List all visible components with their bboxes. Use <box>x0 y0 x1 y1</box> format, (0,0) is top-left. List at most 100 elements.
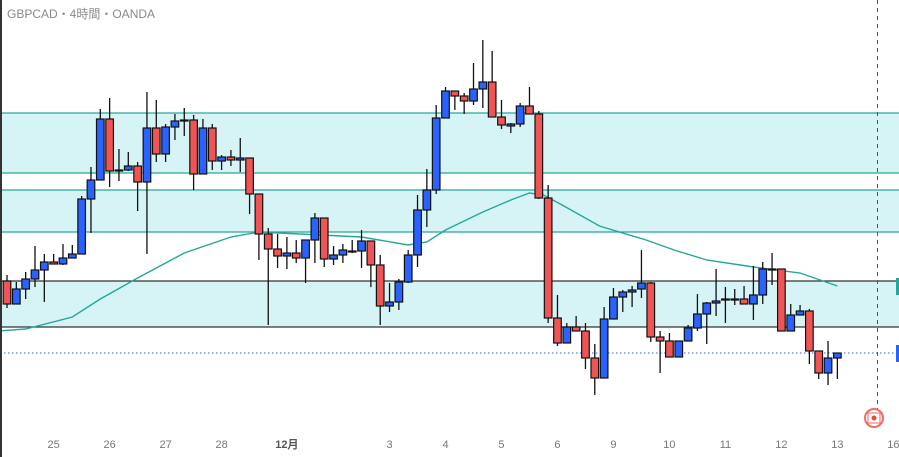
candle-body <box>795 310 805 316</box>
candle <box>30 246 40 287</box>
candle-body <box>525 105 534 115</box>
candle-body <box>786 314 796 332</box>
candle-body <box>394 281 404 303</box>
candle <box>394 279 404 310</box>
candle-body <box>67 253 77 259</box>
candle <box>506 123 516 133</box>
candle-body <box>403 254 413 283</box>
candle-body <box>273 248 282 257</box>
candle <box>748 266 758 320</box>
candle-body <box>553 317 562 344</box>
candle <box>702 302 712 344</box>
candle <box>525 87 534 115</box>
candle-body <box>21 278 31 290</box>
candle-body <box>207 127 217 162</box>
x-tick-label: 26 <box>104 439 116 451</box>
candle-body <box>301 239 310 259</box>
candle-body <box>627 289 637 293</box>
x-axis: 25 26 27 28 12月 3 4 5 6 9 10 11 12 13 16 <box>48 438 899 451</box>
zones-layer <box>0 0 899 410</box>
candle <box>86 167 96 233</box>
candle <box>245 157 254 214</box>
candle-body <box>674 340 684 358</box>
candle <box>235 138 245 172</box>
candle-body <box>487 81 497 118</box>
current-price-marker <box>896 345 899 362</box>
candle-body <box>2 280 12 305</box>
candle <box>637 250 646 298</box>
candle <box>571 316 581 332</box>
zone-fill <box>0 113 899 173</box>
moving-average-line <box>0 192 838 332</box>
candle <box>347 240 357 253</box>
candle-body <box>366 240 376 266</box>
candle-body <box>375 264 385 307</box>
candle <box>590 344 600 395</box>
candle <box>786 304 796 332</box>
candle-body <box>534 113 544 199</box>
candle-body <box>413 209 422 256</box>
candle-body <box>170 120 180 128</box>
candle <box>77 196 87 255</box>
candle <box>319 217 329 267</box>
candle-body <box>730 298 740 301</box>
candle <box>67 245 77 259</box>
candle-body <box>814 350 824 374</box>
x-tick-label: 16 <box>887 439 899 451</box>
x-tick-label: 12 <box>775 439 787 451</box>
candle <box>161 124 171 162</box>
candle-body <box>655 336 665 342</box>
candle <box>459 93 469 114</box>
candle-body <box>338 249 348 256</box>
candle-body <box>95 118 105 181</box>
candle-body <box>30 269 40 280</box>
candle-body <box>142 127 152 183</box>
candle <box>385 283 394 312</box>
candle <box>338 244 348 263</box>
x-tick-label: 27 <box>159 439 171 451</box>
x-tick-label: 4 <box>442 439 448 451</box>
chart-title: GBPCAD・4時間・OANDA <box>7 7 156 21</box>
candle-body <box>478 81 488 90</box>
candle <box>721 287 730 323</box>
candle-body <box>422 189 432 211</box>
candle-body <box>459 95 469 102</box>
left-border <box>0 0 2 457</box>
candle-body <box>497 116 506 126</box>
candle-body <box>571 326 581 332</box>
candle <box>329 246 338 265</box>
candle <box>478 40 488 108</box>
candle-body <box>506 123 516 127</box>
candle <box>151 100 161 162</box>
candle <box>366 240 376 287</box>
candle-body <box>11 288 21 305</box>
candle-body <box>450 90 460 97</box>
candle <box>562 323 572 344</box>
candle-body <box>431 117 441 191</box>
candle <box>655 331 665 373</box>
ma-price-marker <box>896 278 899 295</box>
candle <box>441 87 450 119</box>
candle <box>776 268 786 332</box>
candle-body <box>767 268 777 271</box>
candle-body <box>39 261 49 271</box>
x-tick-label: 3 <box>386 439 392 451</box>
flag-leaf <box>871 415 877 421</box>
candle-body <box>832 352 842 359</box>
candle <box>553 295 562 346</box>
candle-body <box>469 88 478 102</box>
candle-body <box>665 340 674 358</box>
candle-body <box>441 90 450 119</box>
candle-body <box>637 282 646 290</box>
candle <box>618 290 628 312</box>
candle <box>58 244 68 265</box>
candle-body <box>189 119 199 175</box>
x-tick-label: 28 <box>215 439 227 451</box>
x-tick-label: 10 <box>663 439 675 451</box>
candle <box>711 269 721 316</box>
candle <box>226 150 236 166</box>
candle-body <box>161 126 171 155</box>
candle <box>795 305 805 316</box>
candle <box>301 239 310 283</box>
